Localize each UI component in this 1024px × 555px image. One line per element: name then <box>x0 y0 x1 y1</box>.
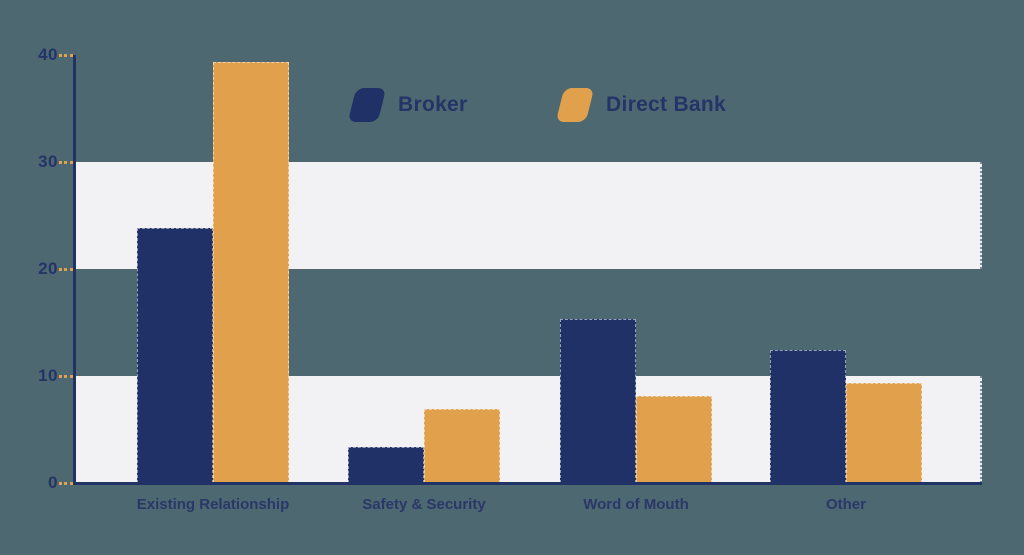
y-tick-label-30: 30 <box>38 152 58 171</box>
category-label-other: Other <box>825 496 866 513</box>
y-axis-line <box>73 55 76 483</box>
bar-direct-bank-existing-relationship <box>213 62 289 483</box>
y-tick-label-20: 20 <box>38 259 58 278</box>
y-tick-label-0: 0 <box>48 473 58 492</box>
bar-broker-word-of-mouth <box>560 319 636 483</box>
bar-broker-existing-relationship <box>137 228 213 483</box>
y-tick-10 <box>59 375 73 378</box>
legend-item-direct-bank: Direct Bank <box>554 88 726 122</box>
bar-direct-bank-word-of-mouth <box>636 396 712 483</box>
x-axis-line <box>73 482 982 485</box>
legend-item-broker: Broker <box>346 88 468 122</box>
bar-broker-other <box>770 350 846 483</box>
bar-direct-bank-safety-and-security <box>424 409 500 483</box>
y-tick-0 <box>59 482 73 485</box>
y-tick-label-10: 10 <box>38 366 58 385</box>
y-tick-30 <box>59 161 73 164</box>
category-label-safety-and-security: Safety & Security <box>362 496 486 513</box>
y-tick-label-40: 40 <box>38 45 58 64</box>
y-tick-40 <box>59 54 73 57</box>
direct-bank-swatch-icon <box>555 88 595 122</box>
broker-swatch-icon <box>347 88 387 122</box>
bar-broker-safety-and-security <box>348 446 424 483</box>
legend-label-direct-bank: Direct Bank <box>606 93 727 116</box>
category-label-existing-relationship: Existing Relationship <box>136 496 290 513</box>
category-label-word-of-mouth: Word of Mouth <box>583 496 689 513</box>
y-tick-20 <box>59 268 73 271</box>
bar-direct-bank-other <box>846 383 922 483</box>
legend-label-broker: Broker <box>398 93 468 116</box>
